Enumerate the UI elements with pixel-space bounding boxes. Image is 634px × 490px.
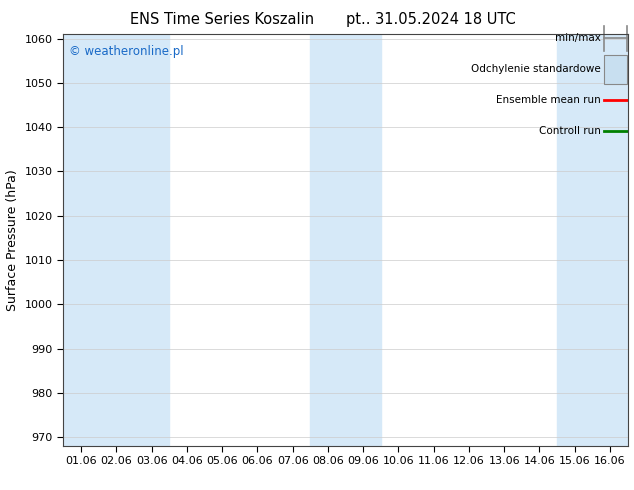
Y-axis label: Surface Pressure (hPa): Surface Pressure (hPa) — [6, 169, 19, 311]
Text: © weatheronline.pl: © weatheronline.pl — [69, 45, 184, 58]
Bar — [134, 34, 169, 446]
Text: Ensemble mean run: Ensemble mean run — [496, 95, 601, 105]
Bar — [99, 34, 134, 446]
Text: Controll run: Controll run — [540, 126, 601, 136]
Bar — [346, 34, 381, 446]
Bar — [557, 34, 592, 446]
Bar — [310, 34, 346, 446]
Text: min/max: min/max — [555, 33, 601, 44]
Bar — [63, 34, 99, 446]
Text: Odchylenie standardowe: Odchylenie standardowe — [472, 64, 601, 74]
Bar — [604, 55, 626, 84]
Text: ENS Time Series Koszalin: ENS Time Series Koszalin — [130, 12, 314, 27]
Text: pt.. 31.05.2024 18 UTC: pt.. 31.05.2024 18 UTC — [346, 12, 516, 27]
Bar — [592, 34, 628, 446]
